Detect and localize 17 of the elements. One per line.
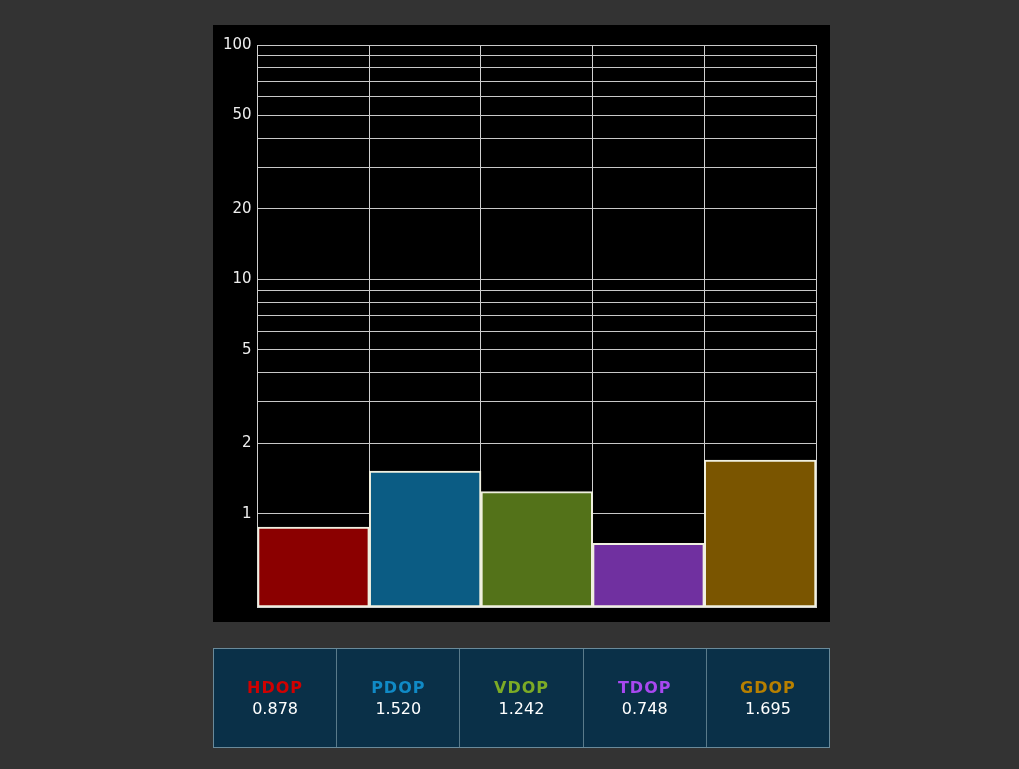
x-tick-label: TDOP	[617, 678, 672, 697]
y-tick-label: 50	[232, 105, 252, 124]
y-tick-label: 1	[242, 503, 252, 522]
y-tick-label: 100	[222, 34, 252, 53]
y-tick-label: 2	[242, 433, 252, 452]
y-tick-label: 5	[242, 339, 252, 358]
data-label: 0.878	[252, 699, 298, 718]
y-tick-label: 10	[232, 269, 252, 288]
x-tick-label: VDOP	[494, 678, 549, 697]
x-tick-label: GDOP	[740, 678, 796, 697]
data-label: 1.520	[375, 699, 422, 718]
y-tick-label: 20	[232, 198, 252, 217]
data-label: 1.695	[745, 699, 791, 718]
data-label: 0.748	[621, 699, 668, 718]
x-tick-label: PDOP	[371, 678, 426, 697]
data-label: 1.242	[498, 699, 545, 718]
x-tick-label: HDOP	[247, 678, 304, 697]
